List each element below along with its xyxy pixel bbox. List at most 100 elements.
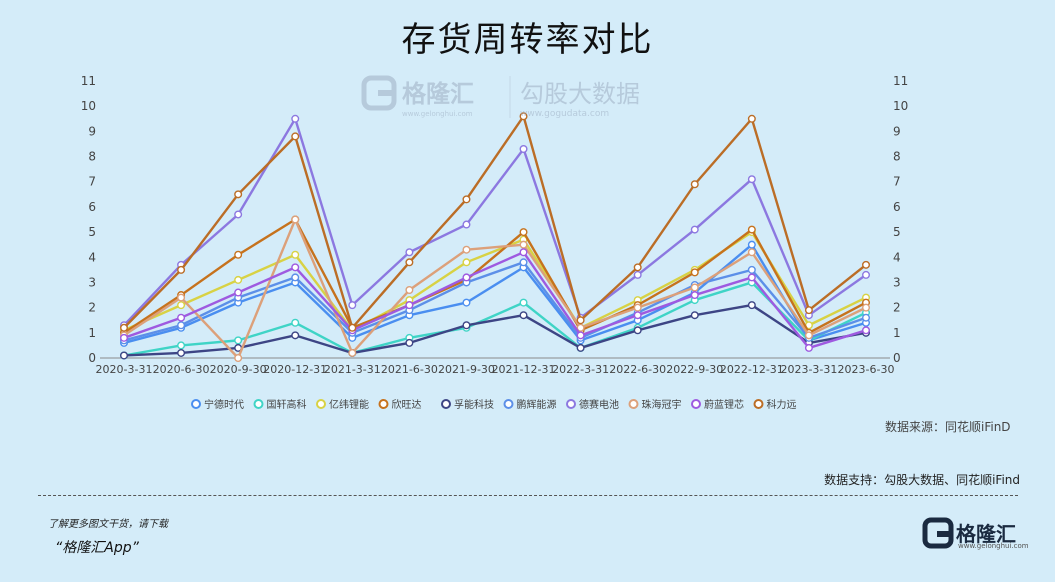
y-tick-label-right: 9 [893,124,901,138]
brand-logo-text: 格隆汇 [956,522,1016,546]
data-point [405,338,414,347]
legend-item[interactable]: 蔚蓝锂芯 [691,398,744,411]
y-tick-label-left: 9 [88,124,96,138]
data-point [405,286,414,295]
x-tick-label: 2021-3-31 [324,363,381,376]
series-layer [119,112,871,363]
legend-label: 亿纬锂能 [329,398,369,411]
data-point [348,348,357,357]
y-tick-label-right: 7 [893,175,901,189]
data-point [519,248,528,257]
series-3 [119,228,871,335]
data-point [747,301,756,310]
legend-label: 欣旺达 [392,398,422,411]
data-point [690,225,699,234]
data-point [462,258,471,267]
legend-item[interactable]: 欣旺达 [378,398,422,411]
brand-logo-domain: www.gelonghui.com [958,542,1029,550]
legend-item[interactable]: 鹏辉能源 [503,398,557,411]
data-point [119,323,128,332]
y-tick-label-left: 8 [88,150,96,164]
brand-logo-icon [922,517,954,549]
chart-title: 存货周转率对比 [401,20,654,60]
x-tick-label: 2020-3-31 [96,363,153,376]
legend-item[interactable]: 科力远 [753,398,797,411]
series-line [123,115,867,329]
legend-marker [503,399,514,409]
legend-marker [378,399,389,409]
data-point [119,351,128,360]
legend-marker [441,399,451,409]
series-line [123,303,867,357]
data-point [633,270,642,279]
y-tick-label-right: 8 [893,150,901,164]
footer-app-name: “格隆汇App” [55,540,139,556]
legend-label: 科力远 [767,398,797,411]
data-point [862,303,871,312]
data-point [862,313,871,322]
data-point [519,240,528,249]
data-point [177,341,186,350]
data-point [747,225,756,234]
legend-item[interactable]: 德赛电池 [566,398,619,411]
data-point [291,273,300,282]
legend-marker [316,399,326,409]
x-tick-label: 2021-9-30 [438,363,495,376]
data-point [177,293,186,302]
y-tick-label-left: 10 [81,99,96,113]
series-line [123,243,867,345]
y-tick-label-left: 0 [88,351,96,365]
data-point [690,291,699,300]
legend-item[interactable]: 国轩高科 [253,398,307,411]
data-point [462,321,471,330]
data-point [119,333,128,342]
data-point [177,301,186,310]
y-tick-label-right: 10 [893,99,908,113]
x-axis: 2020-3-31 2020-6-30 2020-9-302020-12-31202… [96,357,894,376]
data-point [862,326,871,335]
legend-item[interactable]: 宁德时代 [191,398,244,411]
data-point [177,265,186,274]
data-point [405,258,414,267]
y-tick-label-left: 11 [81,74,96,88]
divider [38,495,1018,496]
y-tick-label-left: 6 [88,200,96,214]
data-point [291,132,300,141]
data-point [747,248,756,257]
series-10 [119,112,871,332]
y-tick-label-right: 11 [893,74,908,88]
legend-marker [628,399,639,409]
data-point [291,331,300,340]
data-point [862,270,871,279]
watermark-logo-icon [361,75,397,111]
legend-item[interactable]: 亿纬锂能 [316,398,369,411]
footer-download-text: 了解更多图文干货，请下载 [48,519,168,530]
data-point [177,321,186,330]
data-point [747,114,756,123]
y-tick-label-right: 6 [893,200,901,214]
data-point [234,190,243,199]
y-tick-label-right: 1 [893,326,901,340]
x-tick-label: 2022-12-31 [720,363,784,376]
y-tick-label-right: 5 [893,225,901,239]
legend-item[interactable]: 珠海冠宇 [628,398,682,411]
x-tick-label: 2022-9-30 [666,363,723,376]
data-point [291,114,300,123]
y-tick-label-left: 4 [88,250,96,264]
data-point [291,250,300,259]
data-point [804,306,813,315]
x-tick-label: 2020-6-30 [153,363,210,376]
y-tick-label-left: 7 [88,175,96,189]
data-point [405,301,414,310]
series-line [123,230,867,332]
series-8 [119,215,871,363]
data-point [234,250,243,259]
legend-item[interactable]: 孚能科技 [441,398,494,411]
x-tick-label: 2020-9-30 [210,363,267,376]
series-line [123,251,867,350]
data-point [234,275,243,284]
watermark-partner-domain: www.gogudata.com [520,109,609,119]
legend-label: 德赛电池 [579,398,619,411]
series-line [123,117,867,327]
data-point [747,273,756,282]
